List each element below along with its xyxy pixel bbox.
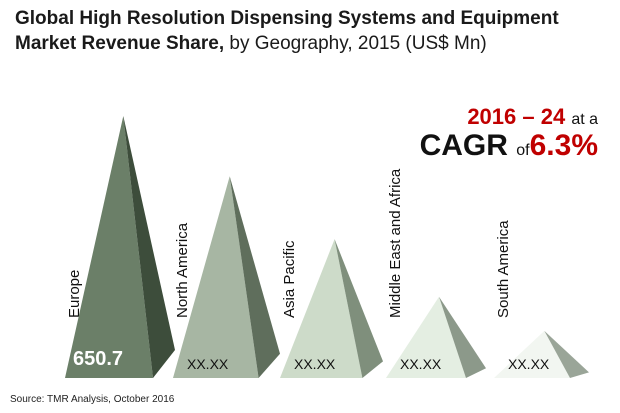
source-note: Source: TMR Analysis, October 2016 — [10, 394, 175, 405]
pyramid-side — [229, 176, 280, 378]
category-label: South America — [495, 220, 512, 318]
cagr-label: CAGR — [419, 129, 508, 162]
pyramid-side — [544, 330, 589, 378]
cagr-at: at a — [571, 111, 598, 128]
category-label: Europe — [66, 270, 83, 318]
cagr-years: 2016 – 24 — [467, 104, 566, 129]
pyramid-europe — [65, 116, 175, 378]
value-label: XX.XX — [294, 356, 336, 372]
value-label: XX.XX — [400, 356, 442, 372]
pyramid-south-america — [494, 330, 589, 378]
pyramid-side — [334, 239, 383, 378]
pyramid-middle-east-and-africa — [386, 296, 486, 378]
chart-title: Global High Resolution Dispensing System… — [15, 6, 615, 56]
cagr-value: 6.3% — [529, 129, 598, 162]
value-label: XX.XX — [187, 356, 229, 372]
value-label: XX.XX — [508, 356, 550, 372]
pyramid-side — [439, 296, 486, 378]
pyramid-face — [65, 116, 153, 378]
pyramid-face — [173, 176, 259, 378]
pyramid-face — [494, 330, 570, 378]
category-label: North America — [174, 222, 191, 318]
pyramid-asia-pacific — [280, 239, 383, 378]
value-label: 650.7 — [73, 348, 123, 370]
pyramid-face — [386, 296, 466, 378]
pyramid-north-america — [173, 176, 280, 378]
cagr-callout: 2016 – 24 at a CAGR of6.3% — [420, 104, 598, 167]
category-label: Middle East and Africa — [387, 168, 404, 318]
pyramid-face — [280, 239, 363, 378]
category-label: Asia Pacific — [281, 240, 298, 318]
pyramid-side — [123, 116, 175, 378]
title-bold: Global High Resolution Dispensing System… — [15, 8, 559, 54]
title-subtitle: by Geography, 2015 (US$ Mn) — [229, 33, 487, 54]
cagr-of: of — [516, 142, 530, 159]
